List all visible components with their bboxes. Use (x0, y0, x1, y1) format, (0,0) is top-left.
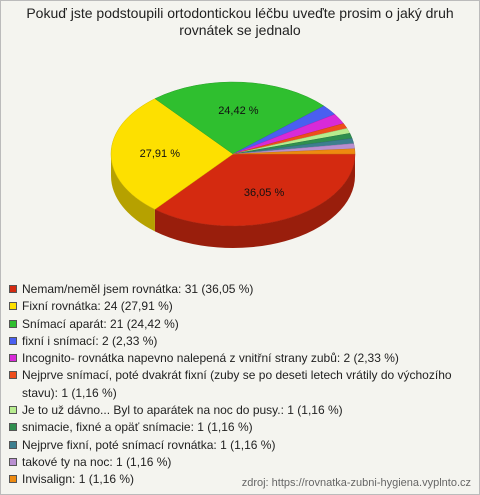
legend-label: snimacie, fixné a opäť snímacie: 1 (1,16… (22, 420, 253, 435)
chart-title: Pokuď jste podstoupili ortodontickou léč… (26, 5, 454, 38)
source: zdroj: https://rovnatka-zubni-hygiena.vy… (241, 477, 471, 489)
legend-swatch (9, 354, 17, 363)
slice-label: 24,42 % (218, 105, 259, 117)
legend-label: Nemam/neměl jsem rovnátka: 31 (36,05 %) (22, 282, 254, 296)
legend-swatch (9, 406, 17, 415)
legend-item: Incognito- rovnátka napevno nalepená z v… (9, 350, 464, 367)
legend-swatch (9, 319, 17, 328)
slice (154, 153, 356, 227)
legend-swatch (9, 457, 17, 466)
legend-label: Je to už dávno... Byl to aparátek na noc… (22, 403, 343, 418)
legend-item: takové ty na noc: 1 (1,16 %) (9, 454, 464, 471)
legend-item: Snímací aparát: 21 (24,42 %) (9, 316, 464, 333)
legend-swatch (9, 285, 17, 293)
legend-item: Invisalign: 1 (1,16 %) (9, 471, 464, 488)
slice (110, 98, 234, 210)
legend-label: Fixní rovnátka: 24 (27,91 %) (22, 299, 173, 314)
slice-label: 36,05 % (244, 187, 285, 199)
legend-label: Nejprve fixní, poté snímací rovnátka: 1 … (22, 437, 276, 452)
legend-label: fixní i snímací: 2 (2,33 %) (22, 333, 158, 348)
legend: Nemam/neměl jsem rovnátka: 31 (36,05 %) F… (9, 281, 464, 489)
slice (154, 81, 325, 155)
legend-item: Nemam/neměl jsem rovnátka: 31 (36,05 %) (9, 281, 464, 298)
legend-label: Snímací aparát: 21 (24,42 %) (22, 316, 179, 331)
pie: 36,05 % 27,91 % 24,42 % (110, 81, 356, 248)
slice-side (110, 154, 155, 232)
slice-side (154, 154, 355, 248)
legend-label: takové ty na noc: 1 (1,16 %) (22, 454, 172, 469)
legend-item: Nejprve fixní, poté snímací rovnátka: 1 … (9, 437, 464, 454)
legend-item: Je to už dávno... Byl to aparátek na noc… (9, 402, 464, 419)
legend-swatch (9, 302, 17, 311)
slice (232, 148, 356, 155)
legend-item: snimacie, fixné a opäť snímacie: 1 (1,16… (9, 419, 464, 436)
legend-label: Nejprve snímací, poté dvakrát fixní (zub… (22, 368, 452, 400)
legend-swatch (9, 423, 17, 432)
legend-swatch (9, 371, 17, 380)
legend-label: Incognito- rovnátka napevno nalepená z v… (22, 351, 399, 366)
legend-item: fixní i snímací: 2 (2,33 %) (9, 333, 464, 350)
legend-label: Invisalign: 1 (1,16 %) (22, 472, 135, 487)
legend-swatch (9, 440, 17, 449)
legend-item: Nejprve snímací, poté dvakrát fixní (zub… (9, 367, 464, 402)
slice-label: 27,91 % (140, 148, 181, 160)
legend-swatch (9, 475, 17, 484)
legend-item: Fixní rovnátka: 24 (27,91 %) (9, 298, 464, 315)
legend-swatch (9, 336, 17, 345)
